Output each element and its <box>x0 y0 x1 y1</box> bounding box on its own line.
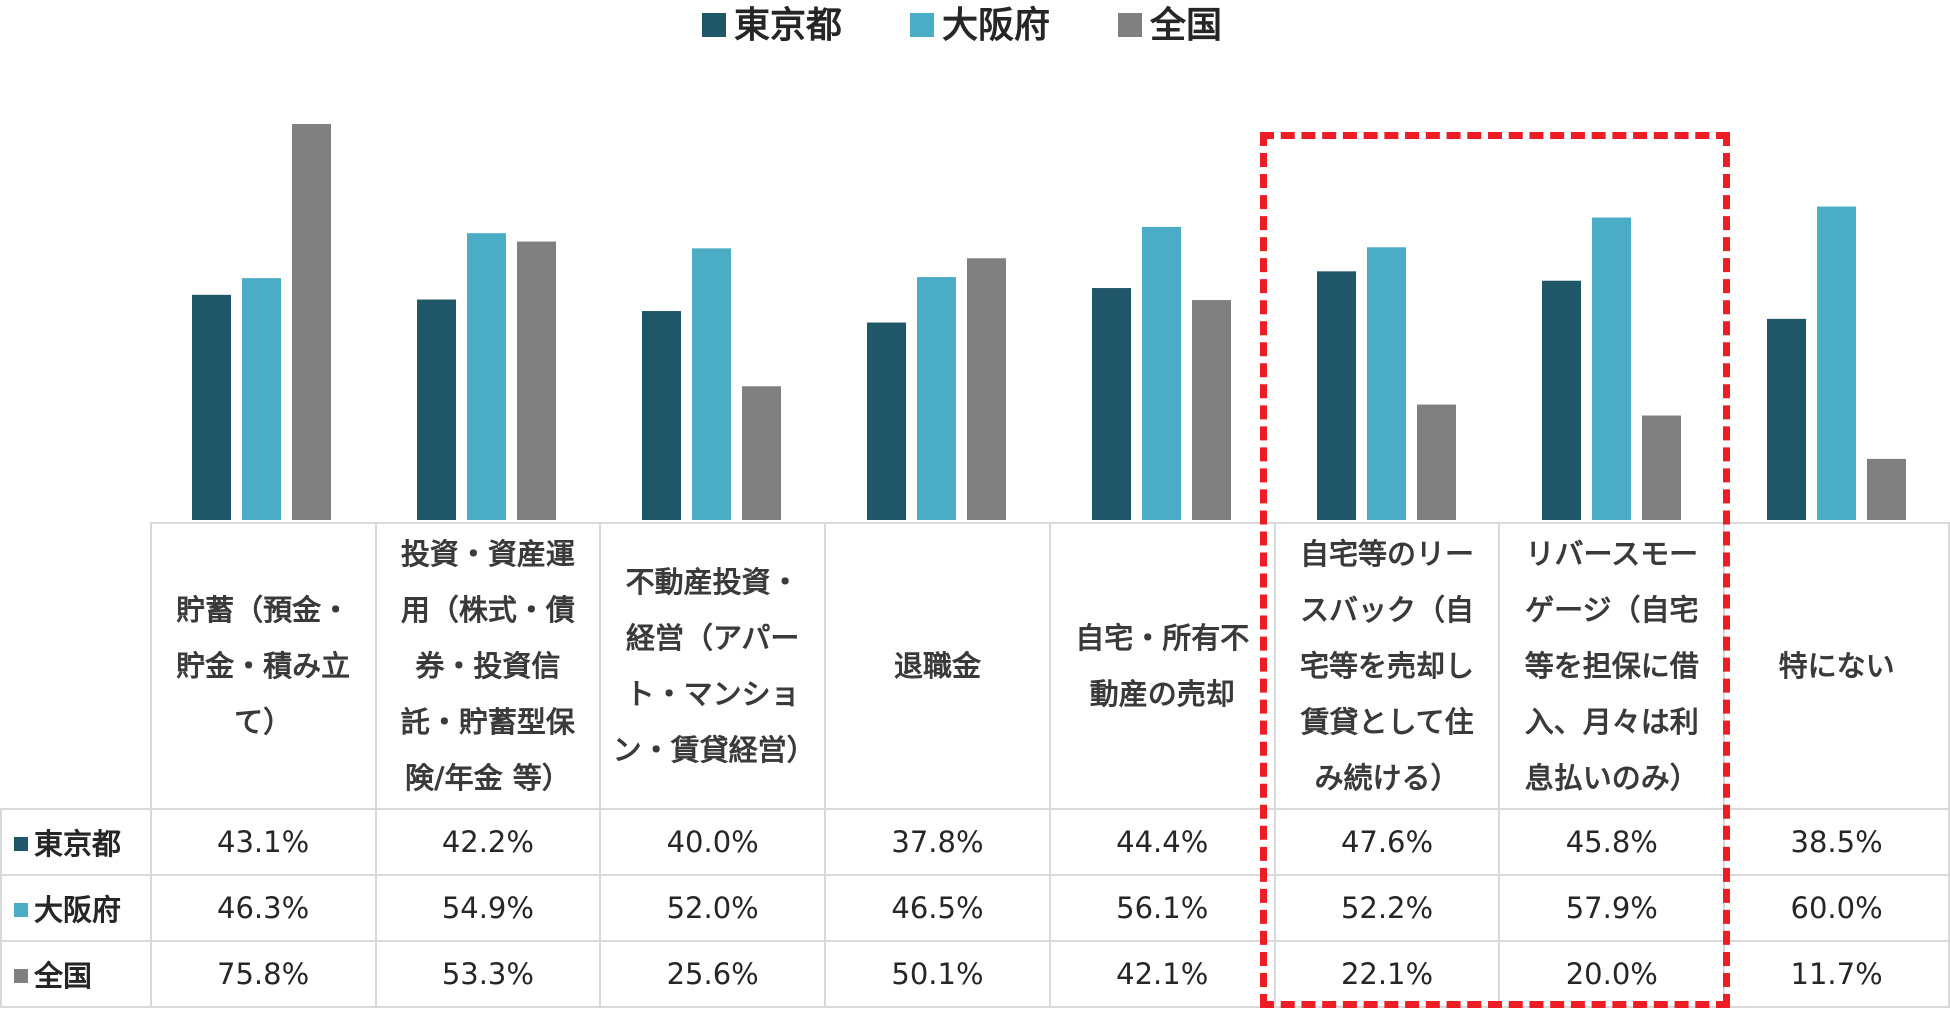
data-label-national-6: 20.0% <box>1498 940 1726 1008</box>
bar-tokyo-2 <box>642 311 681 520</box>
row-swatch-osaka <box>14 903 28 917</box>
row-label-tokyo: 東京都 <box>0 808 152 876</box>
bar-tokyo-4 <box>1092 288 1131 520</box>
legend-swatch-osaka <box>910 13 934 37</box>
bar-osaka-7 <box>1817 206 1856 521</box>
table-corner <box>1 523 152 810</box>
table-row-national: 全国 75.8% 53.3% 25.6% 50.1% 42.1% 22.1% 20.0% 11.… <box>0 940 1950 1008</box>
legend-label-tokyo: 東京都 <box>734 4 842 46</box>
data-label-tokyo-4: 44.4% <box>1048 808 1276 876</box>
bar-tokyo-5 <box>1317 271 1356 520</box>
bar-national-7 <box>1867 458 1906 520</box>
category-label-4: 自宅・所有不動産の売却 <box>1048 522 1276 810</box>
bar-national-5 <box>1417 404 1456 520</box>
bar-national-2 <box>742 386 781 520</box>
bar-osaka-1 <box>467 233 506 521</box>
bar-osaka-4 <box>1142 226 1181 520</box>
bar-osaka-0 <box>242 278 281 520</box>
data-label-osaka-2: 52.0% <box>599 874 827 942</box>
bar-tokyo-6 <box>1542 280 1581 520</box>
data-label-tokyo-3: 37.8% <box>824 808 1051 876</box>
table-row-tokyo: 東京都 43.1% 42.2% 40.0% 37.8% 44.4% 47.6% 45.8% 38… <box>0 808 1950 876</box>
bar-osaka-3 <box>917 277 956 520</box>
category-label-0: 貯蓄（預金・貯金・積み立て） <box>149 522 377 810</box>
category-label-2: 不動産投資・経営（アパート・マンション・賃貸経営） <box>599 522 827 810</box>
category-label-6: リバースモーゲージ（自宅等を担保に借入、月々は利息払いのみ） <box>1498 522 1726 810</box>
data-label-national-3: 50.1% <box>824 940 1051 1008</box>
data-label-national-1: 53.3% <box>374 940 602 1008</box>
legend-swatch-tokyo <box>702 13 726 37</box>
legend-label-national: 全国 <box>1149 4 1222 46</box>
data-label-osaka-6: 57.9% <box>1498 874 1726 942</box>
data-label-osaka-7: 60.0% <box>1723 874 1950 942</box>
category-label-5: 自宅等のリースバック（自宅等を売却し賃貸として住み続ける） <box>1273 522 1501 810</box>
data-label-osaka-3: 46.5% <box>824 874 1051 942</box>
data-label-national-7: 11.7% <box>1723 940 1950 1008</box>
table-row-osaka: 大阪府 46.3% 54.9% 52.0% 46.5% 56.1% 52.2% 57.9% 60… <box>0 874 1950 942</box>
bar-tokyo-0 <box>192 294 231 520</box>
bar-osaka-5 <box>1367 247 1406 520</box>
legend: 東京都 大阪府 全国 <box>702 4 1222 46</box>
data-label-osaka-1: 54.9% <box>374 874 602 942</box>
bar-national-6 <box>1642 415 1681 520</box>
bar-tokyo-3 <box>867 322 906 520</box>
category-label-7: 特にない <box>1723 522 1950 810</box>
data-label-osaka-0: 46.3% <box>149 874 377 942</box>
table-header-row: 貯蓄（預金・貯金・積み立て） 投資・資産運用（株式・債券・投資信託・貯蓄型保険/年… <box>1 522 1950 810</box>
data-label-tokyo-7: 38.5% <box>1723 808 1950 876</box>
data-label-tokyo-0: 43.1% <box>149 808 377 876</box>
data-label-tokyo-1: 42.2% <box>374 808 602 876</box>
data-label-national-5: 22.1% <box>1273 940 1501 1008</box>
row-label-osaka: 大阪府 <box>0 874 152 942</box>
category-label-1: 投資・資産運用（株式・債券・投資信託・貯蓄型保険/年金 等） <box>374 522 602 810</box>
data-label-national-0: 75.8% <box>149 940 377 1008</box>
row-label-national: 全国 <box>0 940 152 1008</box>
legend-swatch-national <box>1118 13 1142 37</box>
bar-osaka-6 <box>1592 217 1631 520</box>
legend-label-osaka: 大阪府 <box>942 4 1050 46</box>
bar-osaka-2 <box>692 248 731 520</box>
data-label-tokyo-2: 40.0% <box>599 808 827 876</box>
data-label-osaka-4: 56.1% <box>1048 874 1276 942</box>
data-label-national-2: 25.6% <box>599 940 827 1008</box>
data-label-tokyo-6: 45.8% <box>1498 808 1726 876</box>
bar-national-0 <box>292 124 331 520</box>
row-swatch-tokyo <box>14 837 28 851</box>
bar-national-3 <box>967 258 1006 520</box>
bar-tokyo-7 <box>1767 318 1806 520</box>
bar-tokyo-1 <box>417 299 456 520</box>
category-label-3: 退職金 <box>824 522 1051 810</box>
data-label-national-4: 42.1% <box>1048 940 1276 1008</box>
row-swatch-national <box>14 969 28 983</box>
bars <box>192 124 1906 521</box>
bar-national-1 <box>517 241 556 520</box>
data-label-tokyo-5: 47.6% <box>1273 808 1501 876</box>
data-label-osaka-5: 52.2% <box>1273 874 1501 942</box>
bar-national-4 <box>1192 300 1231 520</box>
data-table: 貯蓄（預金・貯金・積み立て） 投資・資産運用（株式・債券・投資信託・貯蓄型保険/年… <box>0 522 1950 1008</box>
